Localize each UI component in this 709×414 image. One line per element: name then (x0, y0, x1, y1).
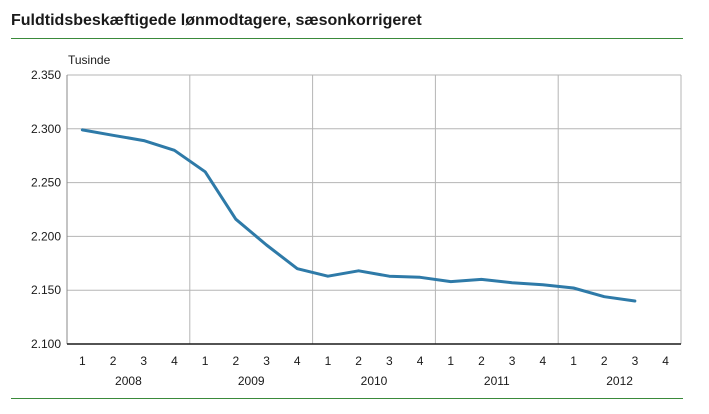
x-tick-label: 1 (447, 354, 454, 368)
x-tick-label: 4 (540, 354, 547, 368)
chart-title: Fuldtidsbeskæftigede lønmodtagere, sæson… (11, 12, 422, 29)
x-tick-label: 3 (509, 354, 516, 368)
year-label: 2011 (484, 374, 510, 388)
y-tick-label: 2.150 (31, 283, 61, 297)
series-line (80, 128, 637, 303)
x-tick-label: 3 (140, 354, 147, 368)
x-tick-label: 3 (386, 354, 393, 368)
x-tick-label: 1 (325, 354, 332, 368)
x-tick-label: 2 (601, 354, 608, 368)
x-tick-label: 2 (233, 354, 240, 368)
y-tick-label: 2.100 (31, 337, 61, 351)
year-label: 2009 (238, 374, 265, 388)
x-tick-label: 4 (662, 354, 669, 368)
x-tick-label: 4 (294, 354, 301, 368)
y-axis-unit-label: Tusinde (68, 53, 111, 67)
y-axis-tick-labels: 2.100 2.150 2.200 2.250 2.300 2.350 (31, 68, 61, 351)
series-layer (80, 128, 637, 303)
x-tick-label: 2 (110, 354, 117, 368)
bottom-rule (11, 398, 683, 399)
x-tick-label: 3 (632, 354, 639, 368)
x-axis-year-labels: 2008 2009 2010 2011 2012 (115, 374, 633, 388)
plot-frame (66, 75, 682, 345)
grid-lines (67, 74, 681, 345)
x-tick-label: 1 (202, 354, 209, 368)
year-label: 2008 (115, 374, 142, 388)
x-axis-quarter-labels: 1 2 3 4 1 2 3 4 1 2 3 4 1 2 3 4 1 2 3 4 (79, 354, 669, 368)
x-tick-label: 3 (263, 354, 270, 368)
year-label: 2012 (606, 374, 633, 388)
x-tick-label: 4 (417, 354, 424, 368)
y-tick-label: 2.350 (31, 68, 61, 82)
y-tick-label: 2.250 (31, 176, 61, 190)
top-rule (11, 38, 683, 39)
x-tick-label: 2 (355, 354, 362, 368)
y-tick-label: 2.200 (31, 229, 61, 243)
y-tick-label: 2.300 (31, 122, 61, 136)
year-label: 2010 (361, 374, 388, 388)
x-tick-label: 1 (570, 354, 577, 368)
x-tick-label: 1 (79, 354, 86, 368)
x-tick-label: 4 (171, 354, 178, 368)
x-tick-label: 2 (478, 354, 485, 368)
